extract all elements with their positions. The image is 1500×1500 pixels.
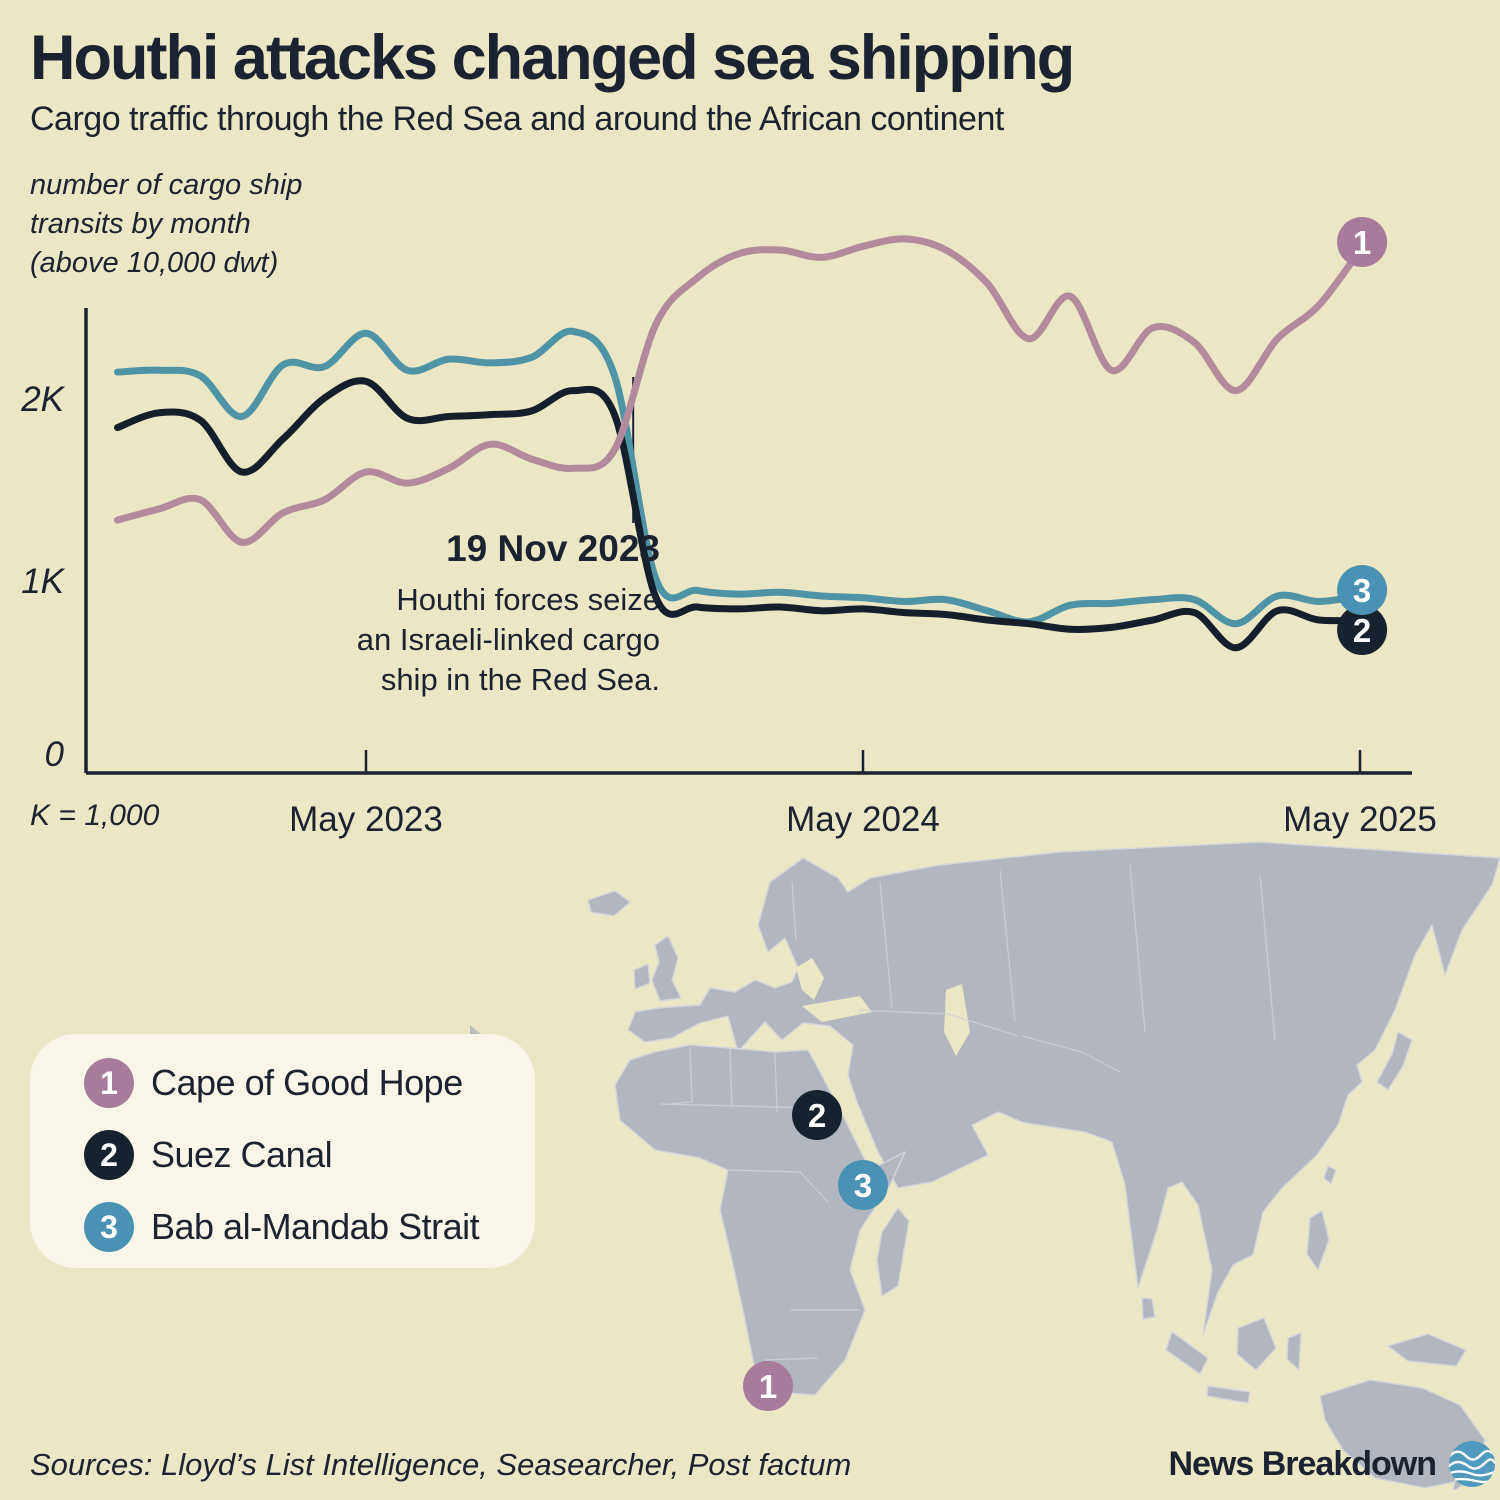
axes — [84, 308, 1412, 775]
y-tick-label-1k: 1K — [21, 562, 65, 601]
svg-text:3: 3 — [854, 1167, 872, 1204]
legend-box: 1 Cape of Good Hope 2 Suez Canal 3 Bab a… — [30, 1034, 535, 1268]
legend-item-bab-al-mandab: 3 Bab al-Mandab Strait — [84, 1202, 480, 1252]
world-map: 2 3 1 — [587, 841, 1500, 1490]
axis-note-line: number of cargo ship — [30, 169, 303, 201]
legend-item-suez-canal: 2 Suez Canal — [84, 1130, 333, 1180]
x-tick-label-may-2024: May 2024 — [786, 800, 940, 839]
island-java — [1206, 1385, 1251, 1404]
chart-series — [114, 235, 1364, 652]
island-madagascar — [876, 1207, 910, 1297]
x-tick-label-may-2025: May 2025 — [1283, 800, 1437, 839]
axis-unit-note: number of cargo ship transits by month (… — [30, 166, 302, 283]
map-marker-cape-of-good-hope: 1 — [743, 1361, 793, 1411]
sea-caspian — [944, 984, 970, 1056]
island-sumatra — [1165, 1331, 1209, 1375]
island-sulawesi — [1286, 1332, 1302, 1371]
svg-text:2: 2 — [808, 1097, 826, 1134]
page-subtitle: Cargo traffic through the Red Sea and ar… — [30, 100, 1004, 138]
sea-black — [802, 996, 872, 1022]
island-japan — [1376, 1031, 1413, 1091]
island-taiwan — [1323, 1165, 1337, 1185]
legend-label: Cape of Good Hope — [151, 1062, 463, 1103]
svg-text:3: 3 — [1353, 572, 1371, 609]
series-line-bab-al-mandab-strait — [114, 327, 1364, 628]
page-title: Houthi attacks changed sea shipping — [30, 23, 1075, 93]
legend-item-cape-of-good-hope: 1 Cape of Good Hope — [84, 1058, 463, 1108]
legend-label: Suez Canal — [151, 1134, 333, 1175]
island-new-guinea — [1387, 1333, 1467, 1367]
k-equals-note: K = 1,000 — [30, 799, 160, 832]
island-ireland — [633, 963, 651, 990]
x-tick-label-may-2023: May 2023 — [289, 800, 443, 839]
sea-baltic — [796, 958, 824, 1000]
island-great-britain — [651, 935, 682, 1002]
legend-label: Bab al-Mandab Strait — [151, 1206, 480, 1247]
legend-badge-1: 1 — [84, 1058, 134, 1108]
sources-note: Sources: Lloyd’s List Intelligence, Seas… — [30, 1447, 852, 1482]
island-sri-lanka — [1141, 1297, 1156, 1320]
brand-logo-icon — [1449, 1441, 1495, 1487]
map-marker-bab-al-mandab: 3 — [838, 1160, 888, 1210]
series-line-suez-canal — [114, 377, 1364, 652]
chart-end-badge-1: 1 — [1337, 217, 1388, 267]
axis-note-line: (above 10,000 dwt) — [30, 247, 279, 279]
y-tick-label-0: 0 — [45, 735, 65, 774]
chart-end-badge-2: 2 — [1337, 605, 1388, 655]
svg-text:1: 1 — [1353, 224, 1371, 261]
axis-note-line: transits by month — [30, 208, 251, 240]
annotation-date: 19 Nov 2023 — [446, 528, 660, 569]
brand-lockup: News Breakdown — [1168, 1440, 1496, 1488]
transits-line-chart: 2K 1K 0 May 2023 May 2024 May 2025 1 23 — [20, 217, 1437, 839]
event-annotation: 19 Nov 2023 Houthi forces seize an Israe… — [240, 528, 660, 700]
map-markers: 2 3 1 — [743, 1090, 888, 1411]
chart-end-badge-3: 3 — [1337, 565, 1388, 615]
svg-text:2: 2 — [1353, 612, 1371, 649]
svg-text:1: 1 — [759, 1368, 777, 1405]
cursor-artifact — [470, 1025, 481, 1042]
island-philippines — [1306, 1210, 1330, 1271]
landmass-eurasia — [627, 841, 1500, 1336]
island-borneo — [1236, 1317, 1277, 1371]
annotation-text-line: ship in the Red Sea. — [380, 662, 660, 697]
annotation-text-line: an Israeli-linked cargo — [356, 622, 660, 657]
legend-badge-3: 3 — [84, 1202, 134, 1252]
country-borders — [659, 864, 1276, 1361]
y-tick-label-2k: 2K — [20, 380, 65, 419]
chart-end-badges: 1 23 — [1337, 217, 1388, 655]
brand-name: News Breakdown — [1168, 1444, 1437, 1483]
map-marker-suez-canal: 2 — [792, 1090, 842, 1140]
series-line-cape-of-good-hope — [114, 235, 1364, 546]
annotation-text-line: Houthi forces seize — [396, 582, 660, 617]
legend-badge-2: 2 — [84, 1130, 134, 1180]
island-iceland — [587, 890, 631, 917]
